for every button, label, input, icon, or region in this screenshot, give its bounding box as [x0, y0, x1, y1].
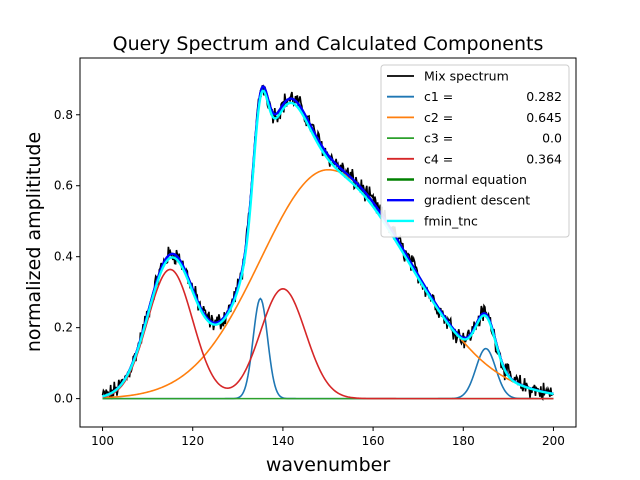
component-line-c2: [102, 168, 554, 399]
chart-title: Query Spectrum and Calculated Components: [113, 33, 544, 55]
x-tick-label: 140: [271, 434, 294, 448]
axes-frame: [79, 57, 577, 428]
y-tick-label: 0.8: [54, 108, 73, 122]
x-tick-label: 160: [362, 434, 385, 448]
y-axis-label: normalized amplititude: [23, 132, 45, 352]
legend-label-c2: c2 =: [424, 110, 453, 125]
legend-value-c4: 0.364: [526, 151, 562, 166]
series-lines: [101, 84, 554, 401]
x-tick-label: 200: [542, 434, 565, 448]
y-tick-label: 0.6: [54, 179, 73, 193]
legend: Mix spectrum c1 = 0.282 c2 = 0.645 c3 = 0.0 c4 …: [380, 64, 570, 238]
x-tick-label: 180: [452, 434, 475, 448]
y-tick-label: 0.2: [54, 321, 73, 335]
x-tick-label: 120: [181, 434, 204, 448]
legend-label-gradient-descent: gradient descent: [424, 193, 530, 208]
x-axis-ticks: 100 120 140 160 180 200: [91, 427, 565, 448]
legend-label-c3: c3 =: [424, 131, 453, 146]
legend-value-c1: 0.282: [526, 89, 562, 104]
y-tick-label: 0.0: [54, 392, 73, 406]
legend-value-c3: 0.0: [542, 131, 562, 146]
series-line-fmin-tnc: [102, 89, 554, 398]
x-tick-label: 100: [91, 434, 114, 448]
plot-area: [101, 84, 554, 401]
legend-label-c4: c4 =: [424, 151, 453, 166]
legend-value-c2: 0.645: [526, 110, 562, 125]
legend-label-fmin-tnc: fmin_tnc: [424, 213, 478, 228]
y-axis-ticks: 0.0 0.2 0.4 0.6 0.8: [54, 108, 80, 406]
component-line-c4: [102, 268, 554, 400]
x-axis-label: wavenumber: [266, 454, 390, 476]
y-tick-label: 0.4: [54, 250, 73, 264]
legend-label-mix-spectrum: Mix spectrum: [424, 69, 509, 84]
legend-label-c1: c1 =: [424, 89, 453, 104]
legend-label-normal-equation: normal equation: [424, 172, 527, 187]
legend-box: [380, 64, 570, 238]
